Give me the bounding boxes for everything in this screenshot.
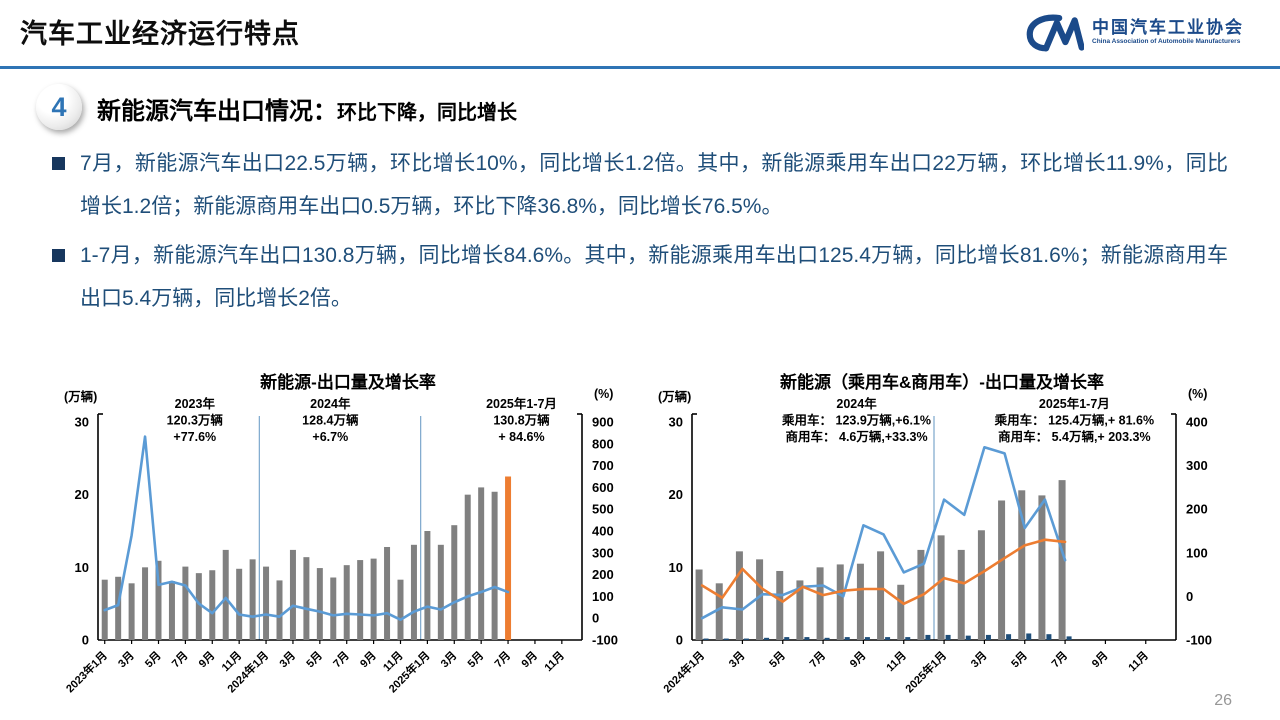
svg-text:30: 30 [669,415,683,430]
logo-name-en: China Association of Automobile Manufact… [1092,38,1241,46]
svg-text:乘用车： 123.9万辆,+6.1%: 乘用车： 123.9万辆,+6.1% [781,413,931,428]
svg-text:2023年1月: 2023年1月 [63,648,110,695]
svg-text:11月: 11月 [1126,649,1151,674]
svg-text:-100: -100 [592,633,618,648]
svg-text:乘用车： 125.4万辆,+ 81.6%: 乘用车： 125.4万辆,+ 81.6% [994,413,1154,428]
svg-text:9月: 9月 [1089,649,1110,670]
bullet-marker [52,157,65,170]
header-divider [0,66,1280,69]
bullet-item: 1-7月，新能源汽车出口130.8万辆，同比增长84.6%。其中，新能源乘用车出… [52,234,1228,320]
svg-text:(%): (%) [594,387,613,401]
svg-text:-100: -100 [1186,633,1212,648]
section-heading-main: 新能源汽车出口情况： [97,98,337,125]
svg-text:0: 0 [82,633,89,648]
svg-text:20: 20 [669,487,683,502]
caam-logo-text: 中国汽车工业协会 China Association of Automobile… [1092,18,1244,45]
svg-text:10: 10 [669,560,683,575]
svg-text:2025年1-7月: 2025年1-7月 [486,396,557,411]
nev-export-total-chart-canvas: 30201009008007006005004003002001000-1002… [63,387,618,695]
svg-text:0: 0 [1186,589,1193,604]
svg-text:2024年1月: 2024年1月 [660,648,707,695]
svg-text:120.3万辆: 120.3万辆 [167,413,224,428]
svg-text:3月: 3月 [968,649,989,670]
svg-text:3月: 3月 [115,649,136,670]
svg-text:11月: 11月 [219,649,244,674]
svg-text:200: 200 [592,567,614,582]
svg-text:5月: 5月 [304,649,325,670]
svg-text:2025年1月: 2025年1月 [902,648,949,695]
bullet-text: 1-7月，新能源汽车出口130.8万辆，同比增长84.6%。其中，新能源乘用车出… [80,244,1228,310]
svg-text:商用车： 4.6万辆,+33.3%: 商用车： 4.6万辆,+33.3% [786,429,928,444]
caam-logo-icon [1026,14,1084,52]
caam-logo: 中国汽车工业协会 China Association of Automobile… [1022,8,1244,56]
logo-name-cn: 中国汽车工业协会 [1092,18,1244,38]
svg-text:11月: 11月 [380,649,405,674]
page-number: 26 [1214,692,1232,709]
bullet-text: 7月，新能源汽车出口22.5万辆，环比增长10%，同比增长1.2倍。其中，新能源… [80,152,1228,218]
nev-export-by-type-chart: 新能源（乘用车&商用车）-出口量及增长率 30 20 10 0 400 300 200 100… [652,368,1232,718]
section-number-badge: 4 [36,84,82,130]
svg-text:7月: 7月 [1049,649,1070,670]
svg-text:(%): (%) [1188,387,1207,401]
bullet-list: 7月，新能源汽车出口22.5万辆，环比增长10%，同比增长1.2倍。其中，新能源… [52,142,1228,326]
svg-text:300: 300 [592,545,614,560]
svg-text:600: 600 [592,480,614,495]
svg-text:200: 200 [1186,502,1208,517]
svg-text:3月: 3月 [438,649,459,670]
svg-text:(万辆): (万辆) [658,389,691,404]
svg-text:700: 700 [592,458,614,473]
svg-text:0: 0 [676,633,683,648]
svg-text:商用车： 5.4万辆,+ 203.3%: 商用车： 5.4万辆,+ 203.3% [998,429,1151,444]
svg-text:3月: 3月 [277,649,298,670]
svg-text:7月: 7月 [807,649,828,670]
svg-text:5月: 5月 [767,649,788,670]
svg-text:11月: 11月 [542,649,567,674]
svg-text:9月: 9月 [519,649,540,670]
section-heading: 新能源汽车出口情况：环比下降，同比增长 [97,91,517,126]
svg-text:5月: 5月 [1009,649,1030,670]
chart-title: 新能源-出口量及增长率 [260,373,436,392]
svg-text:400: 400 [592,524,614,539]
section-heading-sub: 环比下降，同比增长 [337,102,517,124]
svg-text:100: 100 [592,589,614,604]
svg-text:500: 500 [592,502,614,517]
svg-text:+6.7%: +6.7% [312,430,348,444]
svg-text:9月: 9月 [847,649,868,670]
svg-text:128.4万辆: 128.4万辆 [302,413,359,428]
svg-text:2025年1-7月: 2025年1-7月 [1039,396,1110,411]
svg-text:0: 0 [592,611,599,626]
bullet-item: 7月，新能源汽车出口22.5万辆，环比增长10%，同比增长1.2倍。其中，新能源… [52,142,1228,228]
svg-text:30: 30 [75,415,89,430]
svg-text:400: 400 [1186,415,1208,430]
svg-text:10: 10 [75,560,89,575]
bullet-marker [52,249,65,262]
svg-text:800: 800 [592,436,614,451]
svg-text:+77.6%: +77.6% [173,430,216,444]
svg-text:3月: 3月 [726,649,747,670]
svg-text:100: 100 [1186,545,1208,560]
svg-text:+ 84.6%: + 84.6% [498,430,544,444]
svg-text:2024年: 2024年 [310,396,351,411]
nev-export-total-chart: 新能源-出口量及增长率 30 20 10 0 900 800 700 600 500 400 300… [58,368,638,718]
svg-text:130.8万辆: 130.8万辆 [493,413,550,428]
slide-title: 汽车工业经济运行特点 [20,19,300,49]
svg-text:5月: 5月 [465,649,486,670]
svg-text:7月: 7月 [331,649,352,670]
svg-text:7月: 7月 [492,649,513,670]
chart-title: 新能源（乘用车&商用车）-出口量及增长率 [780,373,1104,392]
svg-text:9月: 9月 [357,649,378,670]
svg-text:300: 300 [1186,458,1208,473]
svg-text:(万辆): (万辆) [64,389,97,404]
svg-text:11月: 11月 [884,649,909,674]
svg-text:900: 900 [592,415,614,430]
svg-text:5月: 5月 [142,649,163,670]
svg-text:9月: 9月 [196,649,217,670]
svg-text:20: 20 [75,487,89,502]
svg-text:2024年: 2024年 [836,396,877,411]
svg-text:7月: 7月 [169,649,190,670]
svg-text:2023年: 2023年 [175,396,216,411]
